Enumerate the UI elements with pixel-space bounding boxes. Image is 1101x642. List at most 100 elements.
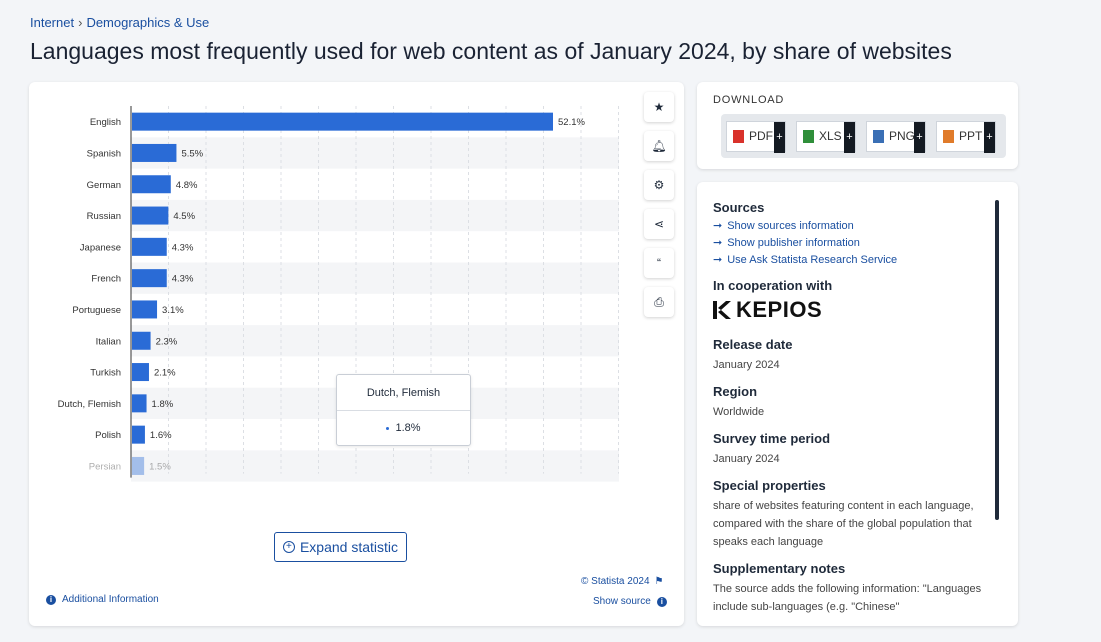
printer-icon: ⎙: [654, 294, 664, 309]
value-label: 5.5%: [181, 148, 203, 159]
additional-information-link[interactable]: i Additional Information: [46, 594, 159, 605]
bar: [132, 143, 177, 162]
cite-button[interactable]: “: [644, 248, 674, 278]
show-sources-link[interactable]: ➞ Show sources information: [713, 219, 983, 233]
value-label: 4.5%: [173, 211, 195, 222]
breadcrumb-separator: ›: [78, 15, 83, 30]
download-xls-button[interactable]: XLS +: [796, 120, 856, 153]
show-source-label: Show source: [593, 596, 651, 607]
survey-period-value: January 2024: [713, 453, 780, 465]
category-label: German: [87, 180, 121, 191]
share-icon: ⋖: [653, 217, 665, 231]
row-stripe: [131, 450, 619, 482]
copyright-label: © Statista 2024: [581, 576, 650, 587]
bar: [132, 363, 149, 382]
kepios-logo-text: KEPIOS: [736, 297, 823, 322]
value-label: 2.1%: [154, 368, 176, 379]
chart-tooltip: Dutch, Flemish 1.8%: [336, 374, 471, 446]
value-label: 4.3%: [172, 274, 194, 285]
settings-button[interactable]: ⚙: [644, 170, 674, 200]
special-properties-value: share of websites featuring content in e…: [713, 500, 974, 548]
info-card: Sources ➞ Show sources information ➞ Show …: [697, 182, 1018, 626]
value-label: 4.3%: [172, 242, 194, 253]
bar: [132, 112, 553, 131]
info-icon: i: [656, 596, 667, 607]
value-label: 52.1%: [558, 117, 585, 128]
category-label: Portuguese: [72, 305, 121, 316]
tooltip-value-row: 1.8%: [337, 411, 470, 445]
show-sources-label: Show sources information: [727, 219, 854, 232]
category-label: Turkish: [90, 368, 121, 379]
bar: [132, 237, 167, 256]
print-button[interactable]: ⎙: [644, 287, 674, 317]
favorite-button[interactable]: ★: [644, 92, 674, 122]
bar: [132, 425, 145, 444]
value-label: 1.6%: [150, 430, 172, 441]
download-ppt-button[interactable]: PPT +: [936, 120, 996, 153]
bar: [132, 269, 167, 288]
expand-statistic-button[interactable]: + Expand statistic: [274, 532, 407, 562]
notify-button[interactable]: 🔔︎: [644, 131, 674, 161]
breadcrumb-internet[interactable]: Internet: [30, 15, 75, 30]
row-stripe: [131, 199, 619, 232]
bar: [132, 456, 145, 475]
bar: [132, 175, 171, 194]
download-png-label: PNG: [889, 129, 916, 143]
show-publisher-link[interactable]: ➞ Show publisher information: [713, 236, 983, 250]
info-scrollbar[interactable]: [995, 200, 999, 520]
survey-period-title: Survey time period: [713, 431, 831, 446]
share-button[interactable]: ⋖: [644, 209, 674, 239]
value-label: 1.8%: [152, 399, 174, 410]
cooperation-title: In cooperation with: [713, 278, 833, 293]
copyright-link[interactable]: © Statista 2024 ⚑: [581, 576, 664, 587]
xls-file-icon: [803, 129, 814, 143]
show-publisher-label: Show publisher information: [727, 236, 860, 249]
plus-icon: +: [914, 121, 925, 153]
bar-chart: English 52.1% Spanish 5.5% German 4.8% Russian…: [58, 106, 619, 482]
tooltip-category: Dutch, Flemish: [337, 375, 470, 411]
row-stripe: [131, 262, 619, 294]
category-label: Spanish: [87, 148, 121, 159]
value-label: 1.5%: [149, 461, 171, 472]
category-label: English: [90, 117, 121, 128]
download-pdf-button[interactable]: PDF +: [726, 120, 786, 153]
additional-information-label: Additional Information: [62, 594, 159, 605]
flag-icon: ⚑: [654, 576, 664, 587]
category-label: Russian: [87, 211, 121, 222]
kepios-mark-icon: [713, 301, 731, 319]
category-label: Polish: [95, 430, 121, 441]
pdf-file-icon: [733, 129, 744, 143]
png-file-icon: [873, 129, 884, 143]
quote-icon: “: [657, 256, 661, 270]
download-buttons: PDF + XLS + PNG + PPT +: [721, 114, 1006, 158]
download-png-button[interactable]: PNG +: [866, 120, 926, 153]
region-value: Worldwide: [713, 406, 765, 418]
category-label: Persian: [89, 461, 121, 472]
breadcrumb: Internet › Demographics & Use: [30, 15, 209, 30]
page-title: Languages most frequently used for web c…: [30, 38, 952, 64]
bar: [132, 394, 147, 413]
arrow-right-icon: ➞: [713, 220, 723, 232]
expand-statistic-label: Expand statistic: [299, 539, 399, 555]
download-card: DOWNLOAD PDF + XLS + PNG + PPT +: [697, 82, 1018, 169]
value-label: 4.8%: [176, 180, 198, 191]
plus-icon: +: [844, 121, 855, 153]
special-properties-title: Special properties: [713, 478, 826, 493]
bar: [132, 331, 151, 350]
arrow-right-icon: ➞: [713, 254, 723, 266]
show-source-link[interactable]: Show source i: [593, 596, 667, 607]
chart-card: English 52.1% Spanish 5.5% German 4.8% Russian…: [29, 82, 684, 626]
kepios-logo: KEPIOS: [713, 297, 983, 323]
supplementary-notes-title: Supplementary notes: [713, 561, 846, 576]
download-xls-label: XLS: [819, 129, 842, 143]
value-label: 2.3%: [156, 336, 178, 347]
category-label: Dutch, Flemish: [58, 399, 121, 410]
ask-statista-link[interactable]: ➞ Use Ask Statista Research Service: [713, 253, 983, 267]
breadcrumb-demographics[interactable]: Demographics & Use: [86, 15, 210, 30]
download-title: DOWNLOAD: [713, 94, 785, 106]
sources-title: Sources: [713, 200, 765, 215]
bar: [132, 300, 158, 319]
gear-icon: ⚙: [653, 178, 665, 192]
tooltip-value: 1.8%: [395, 422, 421, 434]
category-label: Italian: [96, 336, 121, 347]
